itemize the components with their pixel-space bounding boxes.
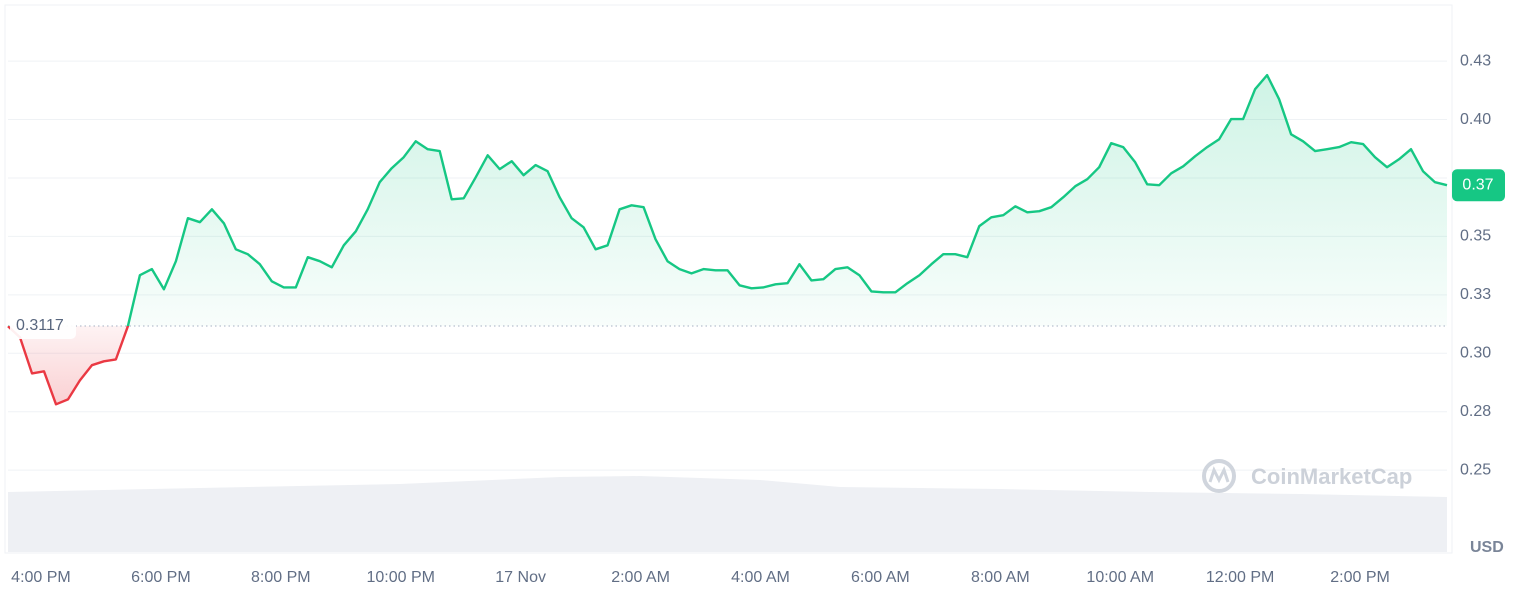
x-tick-label: 8:00 AM [971, 569, 1030, 586]
y-tick-label: 0.25 [1460, 461, 1491, 478]
x-tick-label: 2:00 AM [611, 569, 670, 586]
x-tick-label: 12:00 PM [1206, 569, 1274, 586]
x-tick-label: 10:00 PM [366, 569, 434, 586]
y-tick-label: 0.43 [1460, 52, 1491, 69]
x-tick-label: 10:00 AM [1086, 569, 1154, 586]
x-tick-label: 6:00 AM [851, 569, 910, 586]
y-tick-label: 0.40 [1460, 111, 1491, 128]
y-tick-label: 0.30 [1460, 345, 1491, 362]
baseline-label-box [10, 312, 76, 339]
price-line [7, 73, 1448, 406]
price-area [8, 75, 1447, 405]
y-tick-label: 0.28 [1460, 403, 1491, 420]
x-tick-label: 4:00 PM [11, 569, 71, 586]
x-tick-label: 17 Nov [495, 569, 546, 586]
watermark-logo [1202, 459, 1236, 493]
current-price-label: 0.37 [1462, 176, 1493, 193]
volume-area [8, 476, 1447, 552]
current-price-badge [1452, 169, 1505, 202]
x-tick-label: 8:00 PM [251, 569, 311, 586]
x-tick-label: 4:00 AM [731, 569, 790, 586]
plot-frame [4, 4, 1453, 554]
baseline-label: 0.3117 [16, 317, 64, 334]
y-tick-label: 0.35 [1460, 228, 1491, 245]
y-tick-label: 0.33 [1460, 286, 1491, 303]
labels: 0.25 0.28 0.30 0.33 0.35 0.37 0.40 0.43 4:00 PM 6… [10, 52, 1505, 586]
x-tick-label: 2:00 PM [1330, 569, 1390, 586]
watermark: CoinMarketCap [1251, 464, 1412, 489]
x-tick-label: 6:00 PM [131, 569, 191, 586]
plot [7, 73, 1448, 406]
currency-label: USD [1470, 539, 1504, 556]
